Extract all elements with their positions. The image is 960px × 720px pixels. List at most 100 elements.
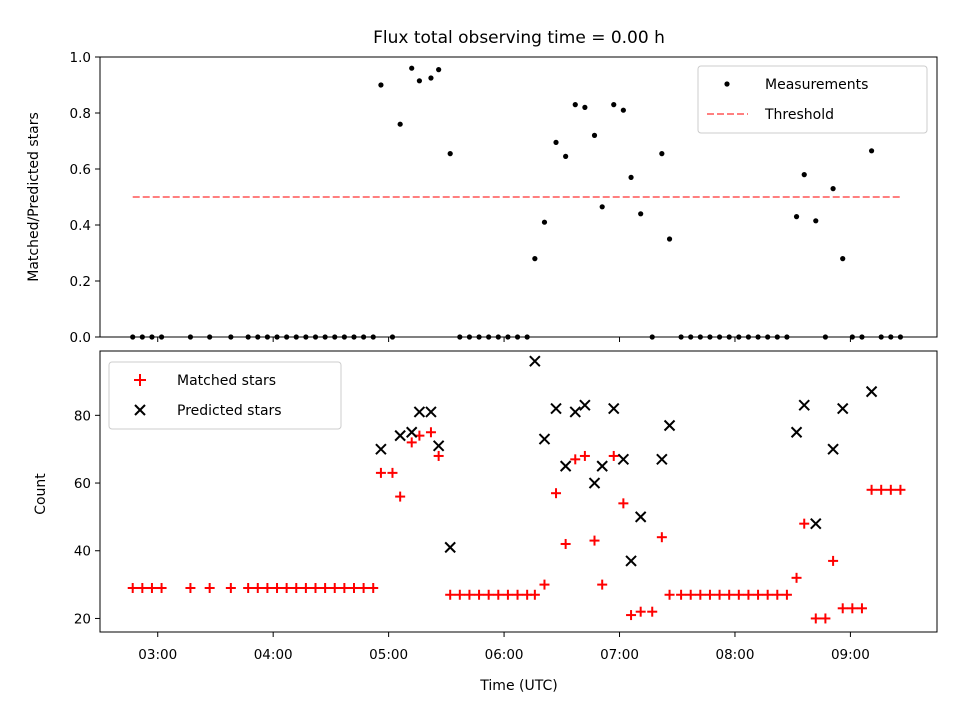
legend-predicted-marker bbox=[134, 404, 146, 416]
matched-star-point bbox=[272, 582, 283, 593]
matched-star-point bbox=[339, 582, 350, 593]
predicted-star-point bbox=[798, 399, 810, 411]
matched-star-point bbox=[358, 582, 369, 593]
predicted-star-point bbox=[579, 399, 591, 411]
predicted-star-point bbox=[550, 402, 562, 415]
legend-measurements-marker bbox=[724, 81, 730, 87]
top-y-tick-label: 0.8 bbox=[70, 106, 91, 122]
top-y-tick-label: 0.6 bbox=[70, 162, 91, 178]
matched-star-point bbox=[743, 589, 754, 600]
matched-star-point bbox=[856, 603, 867, 614]
chart-title: Flux total observing time = 0.00 h bbox=[373, 28, 665, 48]
matched-star-point bbox=[395, 491, 406, 502]
matched-star-point bbox=[772, 589, 783, 600]
measurement-point bbox=[378, 82, 384, 88]
bottom-y-tick-label: 60 bbox=[74, 476, 91, 492]
predicted-star-point bbox=[375, 443, 387, 455]
predicted-star-point bbox=[529, 355, 541, 367]
predicted-star-point bbox=[810, 517, 822, 530]
predicted-star-point bbox=[827, 443, 839, 455]
matched-star-point bbox=[406, 437, 417, 448]
measurement-point bbox=[572, 102, 578, 108]
measurement-point bbox=[666, 236, 673, 242]
predicted-star-point bbox=[588, 477, 601, 489]
matched-star-point bbox=[368, 582, 379, 593]
matched-star-point bbox=[529, 589, 540, 600]
matched-star-point bbox=[156, 582, 167, 593]
matched-star-point bbox=[320, 582, 331, 593]
predicted-star-point bbox=[865, 385, 878, 398]
matched-star-point bbox=[433, 450, 444, 461]
measurement-point bbox=[599, 204, 605, 210]
matched-star-point bbox=[828, 555, 839, 566]
predicted-star-point bbox=[596, 460, 608, 472]
matched-star-point bbox=[589, 535, 600, 546]
top-y-tick-label: 0.2 bbox=[70, 274, 91, 290]
matched-star-point bbox=[810, 613, 821, 624]
matched-star-point bbox=[483, 589, 494, 600]
matched-star-point bbox=[635, 606, 646, 617]
matched-star-point bbox=[724, 589, 735, 600]
matched-star-point bbox=[685, 589, 696, 600]
measurement-point bbox=[801, 172, 807, 178]
matched-star-point bbox=[146, 582, 157, 593]
top-y-axis-label: Matched/Predicted stars bbox=[26, 112, 42, 282]
measurement-point bbox=[428, 75, 434, 81]
measurement-point bbox=[436, 67, 442, 73]
bottom-y-tick-label: 80 bbox=[74, 408, 91, 424]
predicted-star-point bbox=[790, 426, 803, 438]
top-axes-frame bbox=[99, 56, 938, 338]
matched-star-point bbox=[425, 427, 436, 438]
matched-star-point bbox=[676, 589, 687, 600]
measurement-point bbox=[563, 153, 569, 159]
bottom-y-axis-label: Count bbox=[33, 473, 49, 515]
measurement-point bbox=[620, 107, 626, 113]
legend-predicted-label: Predicted stars bbox=[177, 403, 282, 419]
top-y-tick-label: 1.0 bbox=[70, 50, 91, 66]
top-plot-area: 0.0 0.2 0.4 0.6 0.8 1.0 bbox=[70, 50, 938, 346]
bottom-legend: Matched stars Predicted stars bbox=[108, 361, 342, 430]
measurement-point bbox=[409, 65, 415, 71]
matched-star-point bbox=[570, 454, 581, 465]
predicted-star-point bbox=[837, 402, 849, 415]
matched-star-point bbox=[714, 589, 725, 600]
predicted-star-point bbox=[617, 453, 630, 466]
measurement-point bbox=[813, 218, 819, 224]
predicted-star-point bbox=[425, 406, 437, 418]
measurement-point bbox=[591, 132, 598, 138]
measurement-point bbox=[840, 256, 846, 262]
matched-star-point bbox=[876, 484, 887, 495]
matched-star-point bbox=[664, 589, 675, 600]
measurement-point bbox=[582, 104, 588, 110]
matched-star-point bbox=[204, 582, 215, 593]
matched-star-point bbox=[753, 589, 764, 600]
matched-star-point bbox=[781, 589, 792, 600]
matched-star-point bbox=[348, 582, 359, 593]
predicted-star-point bbox=[406, 426, 418, 438]
matched-star-point bbox=[656, 532, 667, 543]
bottom-y-tick-label: 20 bbox=[74, 611, 91, 627]
matched-star-point bbox=[127, 582, 138, 593]
top-legend: Measurements Threshold bbox=[697, 65, 928, 134]
matched-star-point bbox=[445, 589, 456, 600]
measurement-point bbox=[416, 78, 423, 84]
matched-star-point bbox=[252, 582, 263, 593]
x-tick-label: 04:00 bbox=[254, 647, 293, 663]
matched-star-point bbox=[762, 589, 773, 600]
measurement-point bbox=[532, 256, 538, 262]
legend-matched-marker bbox=[134, 374, 146, 386]
predicted-star-point bbox=[569, 406, 581, 418]
top-y-tick-label: 0.0 bbox=[70, 330, 91, 346]
matched-star-point bbox=[695, 589, 706, 600]
x-tick-label: 09:00 bbox=[831, 647, 870, 663]
measurement-point bbox=[793, 214, 800, 220]
bottom-y-tick-label: 40 bbox=[74, 544, 91, 560]
matched-star-point bbox=[262, 582, 273, 593]
matched-star-point bbox=[375, 467, 386, 478]
measurement-point bbox=[397, 121, 403, 127]
matched-star-point bbox=[387, 467, 398, 478]
measurement-point bbox=[628, 174, 634, 180]
top-y-tick-label: 0.4 bbox=[70, 218, 91, 234]
predicted-star-point bbox=[444, 541, 456, 554]
